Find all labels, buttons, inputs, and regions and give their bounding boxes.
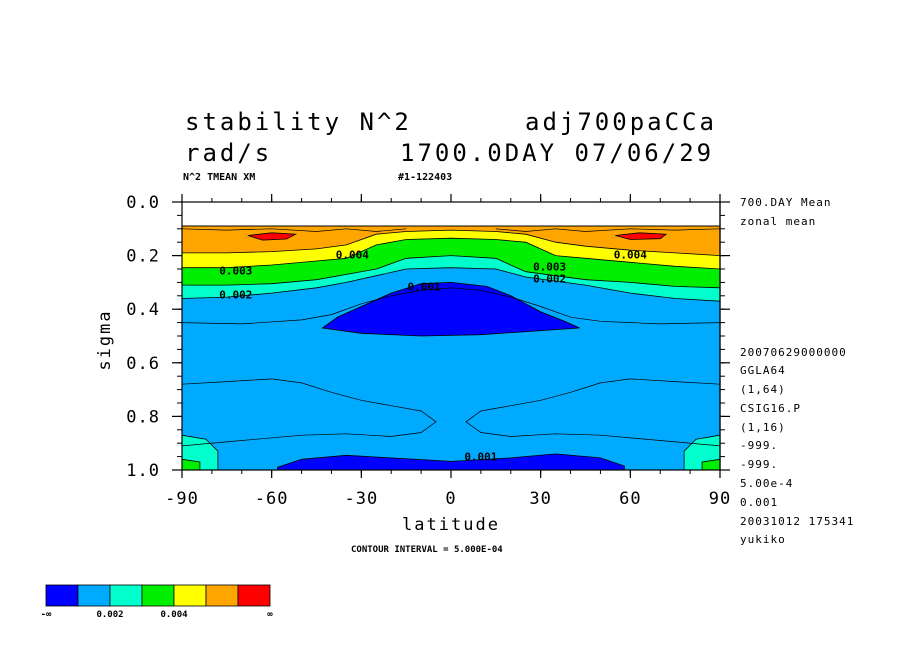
side-info-bottom-4: (1,16) [740,421,786,434]
title-left-1: stability N^2 [185,108,412,136]
contour-label-6: 0.001 [408,280,441,293]
contour-line-2 [465,378,721,447]
contour-region-6 [615,232,668,240]
contour-label-7: 0.001 [464,451,497,464]
contour-label-4: 0.002 [219,288,252,301]
y-axis-label: sigma [95,309,115,370]
y-tick-label-1: 0.2 [126,247,160,267]
colorbar-label-2: 0.004 [160,610,188,620]
side-info-bottom-2: (1,64) [740,383,786,396]
contour-region-5 [247,232,298,241]
contour-label-0: 0.004 [336,248,369,261]
y-tick-label-3: 0.6 [126,354,160,374]
side-info-bottom-0: 20070629000000 [740,346,847,359]
x-tick-label-2: -30 [344,489,378,509]
colorbar-swatch-6 [237,584,271,607]
contour-lines [181,228,721,447]
colorbar: -∞ 0.002 0.004 ∞ [41,584,273,620]
contour-label-2: 0.003 [219,264,252,277]
subtitle-right: #1-122403 [398,172,453,183]
subtitle-left: N^2 TMEAN XM [183,172,256,183]
side-info-bottom-6: -999. [740,458,779,471]
y-tick-label-2: 0.4 [126,300,160,320]
colorbar-label-3: ∞ [267,610,273,620]
y-tick-label-5: 1.0 [126,461,160,481]
x-tick-label-6: 90 [709,489,731,509]
side-info-bottom-10: yukiko [740,533,786,546]
colorbar-swatch-3 [141,584,175,607]
contour-label-5: 0.002 [533,272,566,285]
contour-label-3: 0.003 [533,260,566,273]
side-info-bottom-5: -999. [740,439,779,452]
colorbar-swatch-5 [205,584,239,607]
colorbar-swatch-4 [173,584,207,607]
x-tick-label-1: -60 [255,489,289,509]
y-tick-label-4: 0.8 [126,407,160,427]
x-axis-label: latitude [402,515,500,535]
title-right-2: 1700.0DAY 07/06/29 [400,139,715,167]
contour-line-0 [181,287,721,325]
side-info-bottom-7: 5.00e-4 [740,477,794,490]
side-info-bottom-1: GGLA64 [740,364,786,377]
x-tick-label-4: 30 [529,489,551,509]
contour-line-3 [181,228,407,232]
title-left-2: rad/s [185,139,273,167]
colorbar-label-1: 0.002 [96,610,123,620]
x-tick-label-3: 0 [445,489,456,509]
x-axis: -90 -60 -30 0 30 60 90 [165,194,731,509]
y-axis: 0.0 0.2 0.4 0.6 0.8 1.0 [126,193,730,481]
contour-region-4 [181,225,721,257]
side-info-top-1: zonal mean [740,215,817,228]
y-tick-label-0: 0.0 [126,193,160,213]
contour-interval-label: CONTOUR INTERVAL = 5.000E-04 [351,545,503,555]
side-info-bottom-3: CSIG16.P [740,402,801,415]
colorbar-swatch-0 [45,584,79,607]
colorbar-swatch-1 [77,584,111,607]
x-tick-label-5: 60 [619,489,641,509]
side-info-top-0: 700.DAY Mean [740,196,832,209]
colorbar-swatch-2 [109,584,143,607]
contour-label-1: 0.004 [614,248,647,261]
side-info-bottom-8: 0.001 [740,496,779,509]
title-right-1: adj700paCCa [525,108,717,136]
x-tick-label-0: -90 [165,489,199,509]
contour-line-4 [495,228,721,232]
colorbar-label-0: -∞ [41,610,52,620]
contour-line-1 [181,378,437,447]
side-info-bottom-9: 20031012 175341 [740,515,855,528]
filled-contour-regions [181,225,721,471]
